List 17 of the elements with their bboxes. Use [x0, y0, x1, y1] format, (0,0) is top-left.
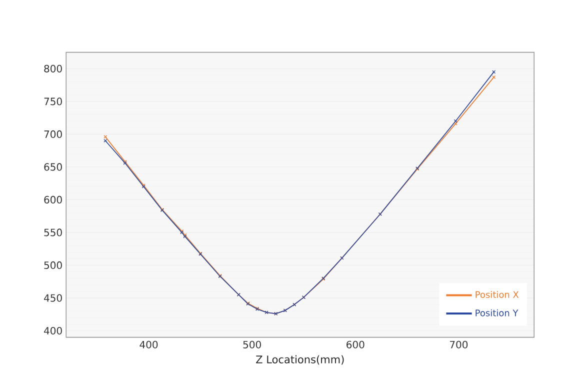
x-axis-title: Z Locations(mm): [256, 355, 344, 365]
y-tick-label: 650: [44, 163, 62, 171]
legend-label: Position X: [476, 291, 519, 298]
y-tick-label: 550: [44, 228, 62, 236]
x-tick-label: 500: [243, 340, 261, 348]
x-tick-label: 600: [346, 340, 364, 348]
y-tick-label: 700: [44, 130, 62, 138]
legend-label: Position Y: [476, 309, 518, 316]
y-tick-label: 450: [44, 294, 62, 302]
y-tick-label: 400: [44, 326, 62, 335]
point: [454, 119, 458, 123]
y-tick-label: 800: [44, 64, 62, 72]
x-tick-label: 700: [450, 340, 468, 348]
y-tick-label: 500: [44, 261, 62, 270]
x-tick-label: 400: [140, 340, 158, 348]
y-tick-label: 600: [44, 196, 62, 204]
y-tick-label: 750: [44, 98, 62, 106]
